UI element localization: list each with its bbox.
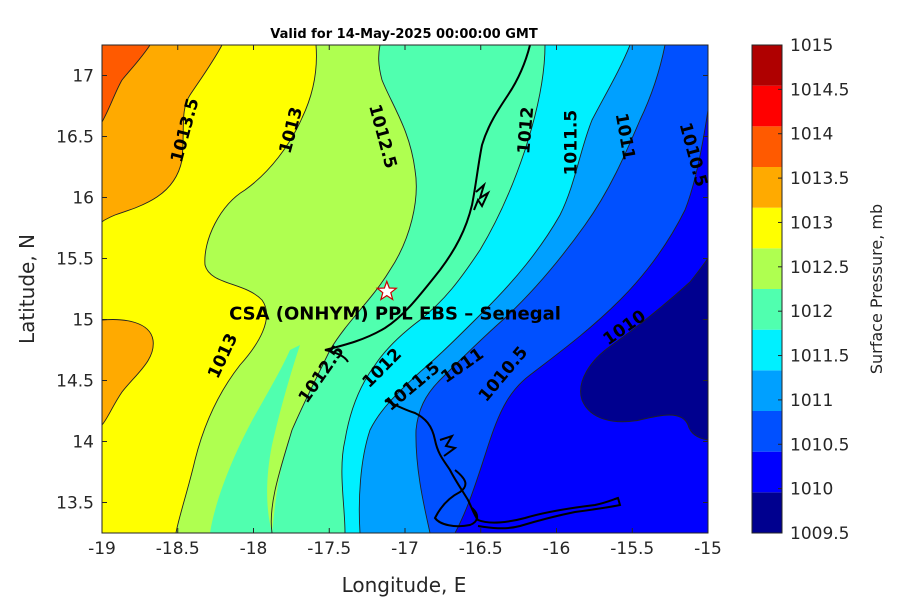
colorbar-tick-label: 1010.5 <box>790 435 849 455</box>
colorbar-swatch <box>752 451 782 493</box>
band-1013-5-north <box>102 45 222 222</box>
x-tick-label: -15.5 <box>610 539 654 559</box>
colorbar-tick-label: 1009.5 <box>790 524 849 544</box>
colorbar-swatch <box>752 45 782 86</box>
y-tick-label: 13.5 <box>56 494 94 514</box>
colorbar-swatch <box>752 411 782 452</box>
station-star-icon <box>375 279 398 301</box>
x-tick-label: -18.5 <box>156 539 200 559</box>
colorbar-swatch <box>752 126 782 167</box>
x-tick-label: -16.5 <box>459 539 503 559</box>
y-axis-label: Latitude, N <box>15 234 39 344</box>
colorbar: 1009.5 1010 1010.5 1011 1011.5 1012 1012.5 1013… <box>751 36 849 544</box>
y-tick-label: 14 <box>72 433 94 453</box>
colorbar-tick-label: 1013 <box>790 213 833 233</box>
band-1010 <box>455 110 708 533</box>
colorbar-tick-label: 1011 <box>790 391 833 411</box>
colorbar-tick-label: 1014 <box>790 125 833 145</box>
contour-label: 1012 <box>514 106 538 155</box>
colorbar-swatch <box>752 329 782 371</box>
x-tick-label: -15 <box>694 539 722 559</box>
station-marker-group: CSA (ONHYM) PPL EBS – Senegal <box>229 279 561 324</box>
y-tick-label: 17 <box>72 67 94 87</box>
colorbar-tick-label: 1013.5 <box>790 169 849 189</box>
y-tick-label: 15 <box>72 311 94 331</box>
y-tick-label: 16.5 <box>56 128 94 148</box>
x-axis: -19 -18.5 -18 -17.5 -17 -16.5 -16 -15.5 -15 <box>88 45 722 559</box>
x-tick-label: -16 <box>543 539 571 559</box>
band-1014 <box>102 45 150 122</box>
station-label: CSA (ONHYM) PPL EBS – Senegal <box>229 303 561 324</box>
colorbar-tick-label: 1014.5 <box>790 80 849 100</box>
contour-fill-area <box>102 45 708 533</box>
colorbar-swatch <box>752 289 782 330</box>
colorbar-frame <box>751 44 783 534</box>
colorbar-swatch <box>752 207 782 249</box>
colorbar-swatch <box>752 85 782 127</box>
y-tick-label: 14.5 <box>56 372 94 392</box>
colorbar-tick-label: 1011.5 <box>790 347 849 367</box>
band-1009-5 <box>580 258 708 440</box>
colorbar-swatch <box>752 370 782 411</box>
colorbar-tick-label: 1015 <box>790 36 833 56</box>
band-1013-5-west <box>102 319 154 425</box>
x-tick-label: -17.5 <box>307 539 351 559</box>
colorbar-label: Surface Pressure, mb <box>867 204 886 374</box>
x-tick-label: -19 <box>88 539 116 559</box>
band-1012 <box>272 45 545 533</box>
y-tick-label: 15.5 <box>56 250 94 270</box>
colorbar-swatch <box>752 492 782 533</box>
band-1011 <box>359 45 665 533</box>
x-tick-label: -17 <box>391 539 419 559</box>
contour-lines <box>102 45 708 533</box>
y-tick-label: 16 <box>72 189 94 209</box>
colorbar-tick-label: 1010 <box>790 480 833 500</box>
chart-title: Valid for 14-May-2025 00:00:00 GMT <box>270 27 538 42</box>
colorbar-tick-label: 1012.5 <box>790 258 849 278</box>
band-1012-west <box>210 345 300 533</box>
x-axis-label: Longitude, E <box>342 573 467 597</box>
colorbar-swatch <box>752 248 782 289</box>
band-1011-5 <box>341 45 630 533</box>
colorbar-swatch <box>752 167 782 208</box>
x-tick-label: -18 <box>240 539 268 559</box>
contour-label: 1011.5 <box>562 110 582 176</box>
colorbar-tick-label: 1012 <box>790 302 833 322</box>
y-axis: 13.5 14 14.5 15 15.5 16 16.5 17 <box>56 67 708 514</box>
coastline <box>324 45 622 530</box>
